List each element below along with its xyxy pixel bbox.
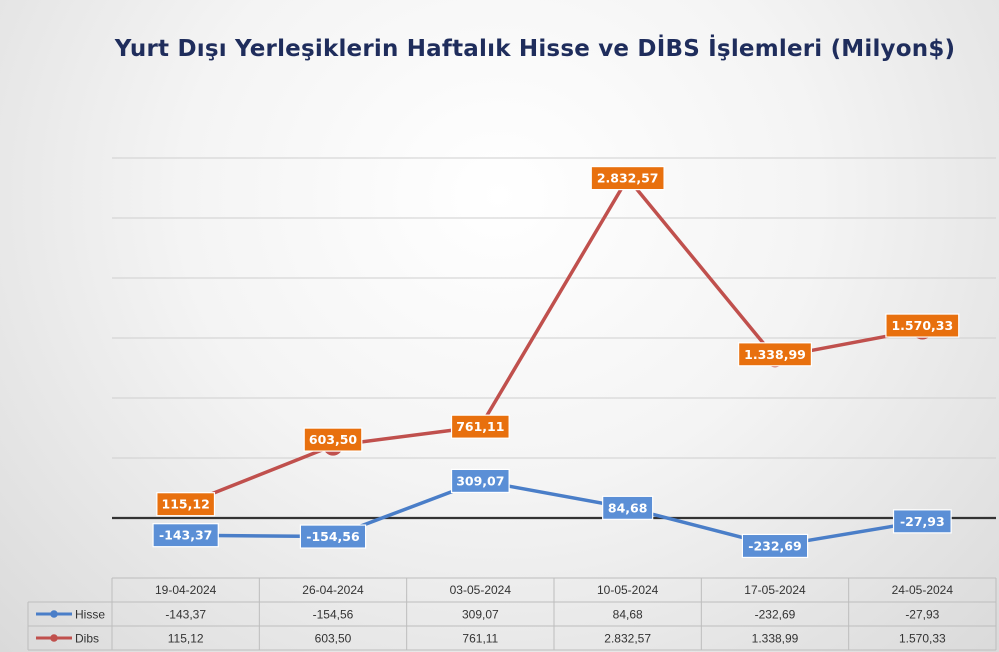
data-label-box — [741, 533, 809, 559]
data-label-box — [152, 523, 219, 548]
data-label-box — [450, 468, 510, 494]
data-label: 309,07 — [450, 468, 510, 494]
data-label-box — [156, 492, 216, 517]
legend-key-marker — [50, 634, 58, 642]
table-value-cell: -154,56 — [313, 608, 354, 622]
table-value-cell: -143,37 — [165, 608, 206, 622]
data-label: 2.832,57 — [590, 165, 665, 191]
table-header-cell: 24-05-2024 — [892, 583, 954, 597]
table-header-cell: 03-05-2024 — [450, 583, 512, 597]
data-label-text: 1.570,33 — [891, 318, 953, 333]
data-label-box — [303, 427, 363, 452]
data-label-text: 84,68 — [608, 500, 648, 515]
table-value-cell: 2.832,57 — [604, 632, 651, 646]
data-label-text: 761,11 — [456, 419, 504, 434]
data-label-box — [737, 342, 812, 367]
gridlines — [112, 157, 996, 579]
data-label-text: 115,12 — [162, 497, 210, 512]
data-label-text: 603,50 — [309, 432, 358, 447]
data-label-text: -154,56 — [306, 529, 360, 544]
data-label-box — [892, 509, 952, 534]
data-label: -143,37 — [152, 523, 219, 548]
data-label: -27,93 — [892, 509, 952, 534]
data-label-box — [602, 495, 654, 520]
table-value-cell: 603,50 — [315, 632, 352, 646]
data-label-box — [590, 165, 665, 191]
data-label-text: 2.832,57 — [597, 171, 659, 186]
data-label: 1.338,99 — [737, 342, 812, 367]
data-label-box — [885, 313, 960, 338]
data-label: 115,12 — [156, 492, 216, 517]
series-line-dibs — [185, 176, 923, 506]
table-value-cell: 115,12 — [168, 632, 204, 646]
data-label-text: 309,07 — [456, 473, 504, 488]
table-header-cell: 10-05-2024 — [597, 583, 659, 597]
data-label: -232,69 — [741, 533, 809, 559]
table-value-cell: 84,68 — [613, 608, 643, 622]
table-header-cell: 17-05-2024 — [744, 583, 806, 597]
data-label: 84,68 — [602, 495, 654, 520]
data-label-box — [299, 524, 367, 549]
table-value-cell: 309,07 — [462, 608, 499, 622]
data-label-text: -27,93 — [900, 514, 945, 529]
data-labels: -143,37 -154,56 309,07 84,68 -232,69 -27,93 11… — [152, 165, 960, 559]
table-header-cell: 26-04-2024 — [302, 583, 364, 597]
legend-key-marker — [50, 610, 58, 618]
data-label-box — [450, 414, 510, 439]
data-label: 603,50 — [303, 427, 363, 452]
table-value-cell: -232,69 — [755, 608, 796, 622]
table-header-cell: 19-04-2024 — [155, 583, 217, 597]
chart-title: Yurt Dışı Yerleşiklerin Haftalık Hisse v… — [114, 36, 956, 62]
series-lines — [175, 168, 933, 556]
series-line-hisse — [185, 479, 923, 548]
data-label-text: -232,69 — [748, 538, 801, 553]
legend-series-name: Dibs — [75, 632, 99, 646]
data-table: 19-04-2024 26-04-2024 03-05-2024 10-05-2024… — [27, 577, 997, 651]
table-value-cell: 761,11 — [462, 632, 498, 646]
data-label: 1.570,33 — [885, 313, 960, 338]
data-label-text: -143,37 — [159, 528, 212, 543]
table-value-cell: -27,93 — [905, 608, 939, 622]
data-label: -154,56 — [299, 524, 367, 549]
legend-series-name: Hisse — [75, 608, 105, 622]
table-value-cell: 1.338,99 — [752, 632, 799, 646]
data-label: 761,11 — [450, 414, 510, 439]
data-label-text: 1.338,99 — [744, 347, 806, 362]
table-value-cell: 1.570,33 — [899, 632, 946, 646]
